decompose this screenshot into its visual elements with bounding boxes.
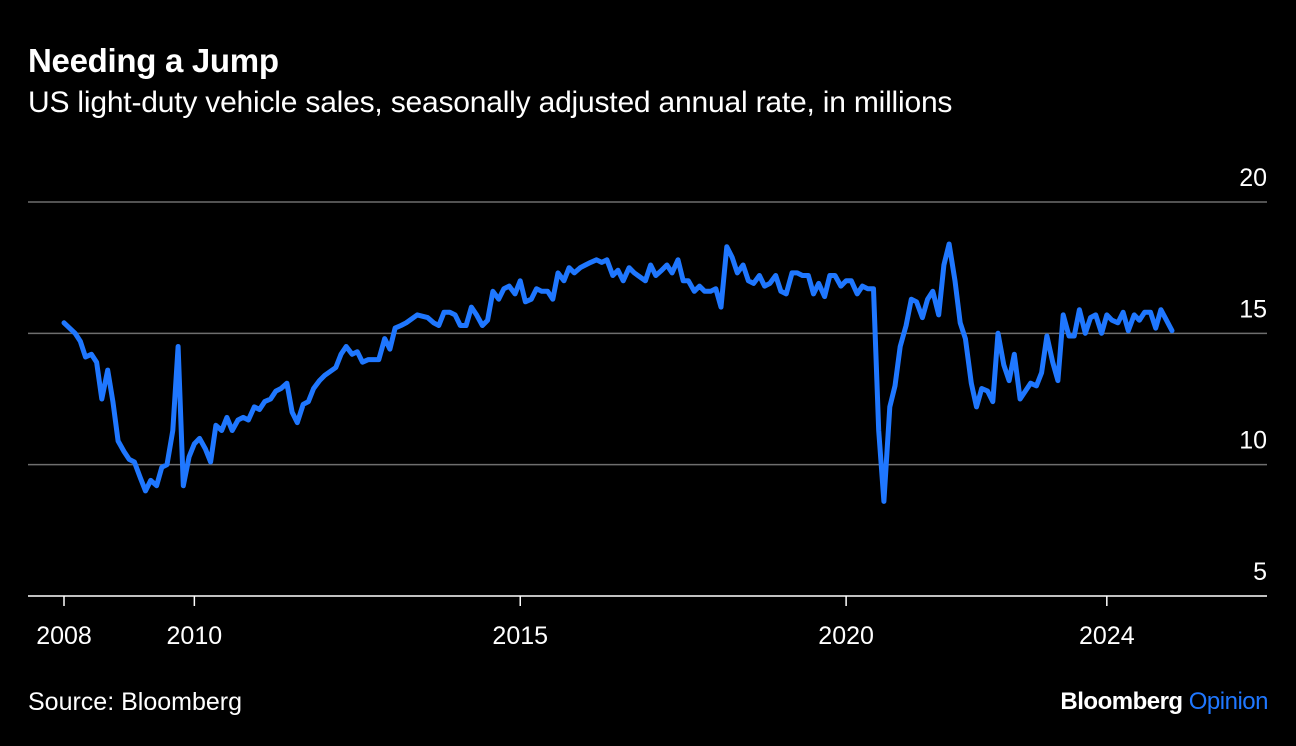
y-tick-label: 10 — [1239, 427, 1267, 455]
x-tick-label: 2010 — [167, 622, 223, 650]
y-tick-label: 20 — [1239, 164, 1267, 192]
brand-logo: Bloomberg Opinion — [1060, 688, 1268, 716]
x-tick-label: 2024 — [1079, 622, 1135, 650]
chart-subtitle: US light-duty vehicle sales, seasonally … — [28, 86, 953, 119]
y-axis-ticks: 5 10 15 20 — [1239, 164, 1267, 586]
y-tick-label: 15 — [1239, 295, 1267, 323]
series-line-0 — [61, 241, 1175, 504]
brand-suffix: Opinion — [1188, 688, 1269, 715]
x-tick-label: 2008 — [36, 622, 92, 650]
source-note: Source: Bloomberg — [28, 688, 243, 716]
series-layer — [61, 241, 1175, 504]
gridlines — [28, 201, 1267, 597]
y-tick-label: 5 — [1253, 558, 1267, 586]
x-tick-label: 2020 — [818, 622, 874, 650]
x-tick-label: 2015 — [492, 622, 548, 650]
chart-title: Needing a Jump — [28, 42, 279, 79]
x-axis-ticks: 2008 2010 2015 2020 2024 — [36, 596, 1135, 650]
brand-name: Bloomberg — [1060, 688, 1183, 715]
